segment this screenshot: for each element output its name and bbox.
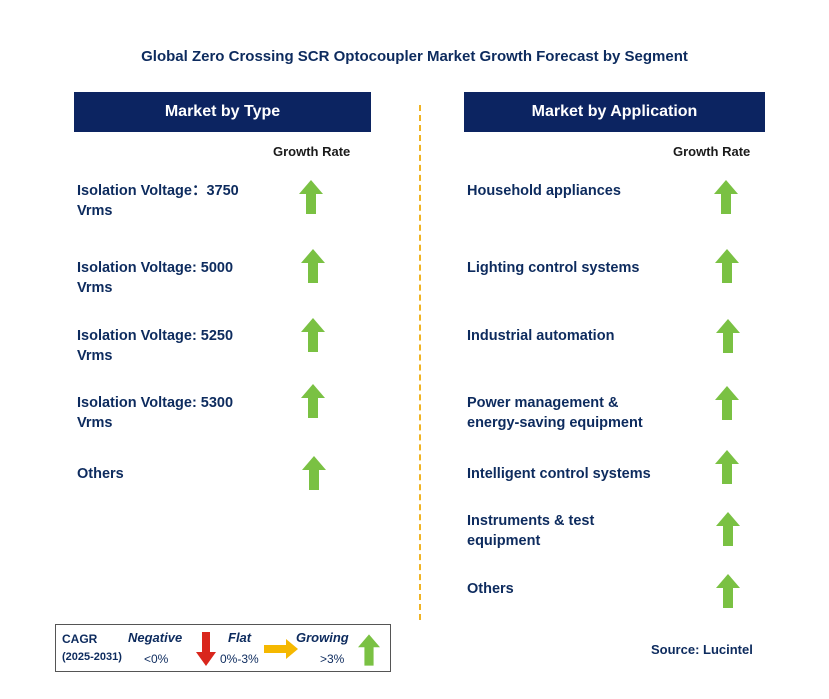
type-item-others: Others	[77, 466, 124, 482]
app-item-lighting: Lighting control systems	[467, 260, 640, 276]
type-item-3750: Isolation Voltage：3750 Vrms	[77, 183, 239, 219]
down-arrow-icon	[196, 632, 216, 666]
legend-negative-label: Negative	[128, 630, 183, 645]
app-item-industrial: Industrial automation	[467, 328, 615, 344]
right-arrow-icon	[264, 639, 298, 659]
up-arrow-icon	[715, 450, 739, 484]
legend-negative-range: <0%	[144, 652, 169, 666]
app-item-instruments: Instruments & test equipment	[467, 513, 595, 549]
up-arrow-icon	[299, 180, 323, 214]
page-title: Global Zero Crossing SCR Optocoupler Mar…	[141, 48, 688, 65]
up-arrow-icon	[301, 318, 325, 352]
up-arrow-icon	[714, 180, 738, 214]
up-arrow-icon	[716, 512, 740, 546]
source-label: Source: Lucintel	[651, 642, 753, 657]
market-by-type-header-label: Market by Type	[164, 103, 281, 120]
type-item-5300: Isolation Voltage: 5300 Vrms	[77, 395, 234, 431]
type-item-5000: Isolation Voltage: 5000 Vrms	[77, 260, 234, 296]
legend-growing-range: >3%	[320, 652, 345, 666]
app-item-intelligent: Intelligent control systems	[467, 466, 651, 482]
market-by-application-header-label: Market by Application	[531, 103, 698, 120]
app-item-power: Power management & energy-saving equipme…	[467, 395, 643, 431]
up-arrow-icon	[301, 249, 325, 283]
up-arrow-icon	[715, 386, 739, 420]
market-by-type-header: Market by Type	[74, 92, 371, 132]
market-by-application-header: Market by Application	[464, 92, 765, 132]
cagr-legend: CAGR (2025-2031) Negative <0% Flat 0%-3%…	[55, 624, 391, 672]
type-growth-rate-label: Growth Rate	[273, 144, 351, 159]
column-divider	[419, 105, 421, 620]
legend-period: (2025-2031)	[62, 651, 122, 663]
up-arrow-icon	[302, 456, 326, 490]
app-item-others: Others	[467, 581, 514, 597]
legend-growing-label: Growing	[296, 630, 349, 645]
up-arrow-icon	[715, 249, 739, 283]
legend-flat-range: 0%-3%	[220, 652, 259, 666]
up-arrow-icon	[716, 319, 740, 353]
up-arrow-icon	[358, 634, 380, 666]
legend-flat-label: Flat	[228, 630, 252, 645]
application-growth-rate-label: Growth Rate	[673, 144, 751, 159]
up-arrow-icon	[716, 574, 740, 608]
type-item-5250: Isolation Voltage: 5250 Vrms	[77, 328, 234, 364]
up-arrow-icon	[301, 384, 325, 418]
app-item-household: Household appliances	[467, 183, 621, 199]
legend-cagr: CAGR	[62, 632, 98, 646]
